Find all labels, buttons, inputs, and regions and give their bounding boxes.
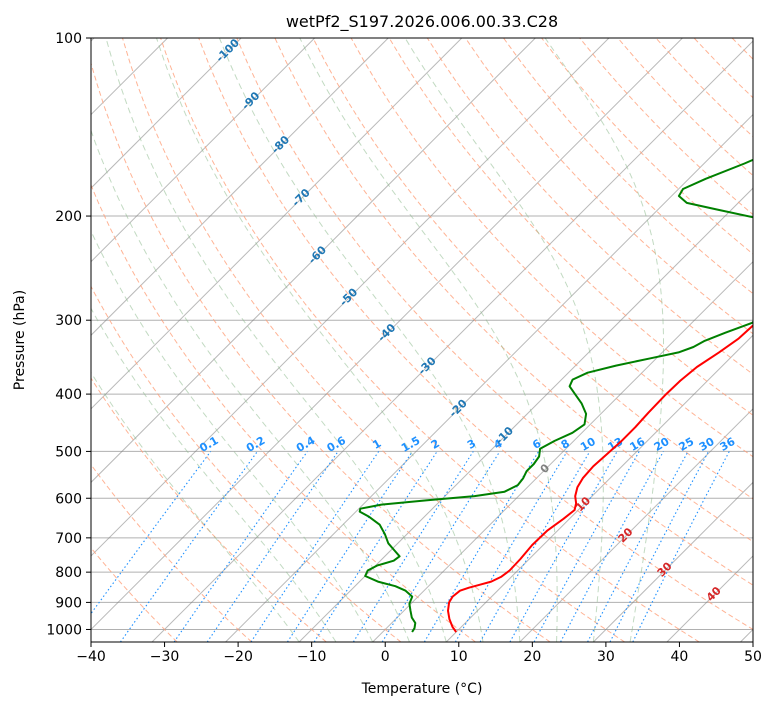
y-tick-label: 1000: [46, 622, 82, 638]
moist-adiabat: [218, 38, 521, 642]
mixing-ratio-line: [173, 451, 308, 642]
y-tick-label: 600: [55, 491, 82, 507]
x-tick-label: 30: [597, 649, 615, 665]
y-tick-label: 800: [55, 565, 82, 581]
mixing-ratio-line: [381, 451, 501, 642]
isotherm-line: [225, 113, 753, 642]
moist-adiabat: [91, 307, 337, 642]
axes: −40 −30 −20 −10 0 10 20 30 40 50 100 200 300 400 500 60…: [46, 31, 762, 665]
x-tick-label: 10: [450, 649, 468, 665]
moist-adiabat: [91, 129, 410, 642]
temperature-line: [447, 324, 753, 633]
isotherm-line: [372, 260, 753, 642]
chart-title: wetPf2_S197.2026.006.00.33.C28: [286, 12, 558, 32]
x-tick-label: −40: [76, 649, 106, 665]
y-tick-label: 400: [55, 387, 82, 403]
dry-adiabat: [91, 463, 253, 642]
y-tick-label: 200: [55, 209, 82, 225]
x-tick-label: 20: [523, 649, 541, 665]
moist-adiabat: [91, 371, 300, 642]
dry-adiabat: [236, 38, 753, 586]
x-tick-label: 50: [744, 649, 762, 665]
x-tick-label: −10: [297, 649, 327, 665]
mixing-ratio-line: [560, 451, 664, 642]
dry-adiabat: [312, 38, 753, 500]
dry-adiabat: [91, 61, 551, 642]
dry-adiabat: [122, 38, 625, 642]
mixing-ratio-line: [313, 451, 438, 642]
y-tick-label: 500: [55, 444, 82, 460]
mixing-ratio-line: [533, 451, 640, 642]
background-lines: [91, 38, 753, 642]
isotherm-line: [91, 38, 316, 263]
isotherm-line: [519, 408, 753, 642]
x-tick-label: 40: [671, 649, 689, 665]
isotherm-line: [445, 334, 753, 642]
mixing-ratio-line: [250, 451, 380, 642]
dry-adiabat: [160, 38, 700, 642]
y-tick-label: 700: [55, 531, 82, 547]
mixing-ratio-line: [632, 451, 730, 642]
isotherm-line: [91, 38, 463, 410]
isotherm-line: [91, 38, 610, 557]
mixing-ratio-line: [119, 451, 258, 642]
x-axis-label: Temperature (°C): [361, 681, 483, 697]
dry-adiabat: [503, 38, 753, 295]
dry-adiabat: [388, 38, 753, 416]
profile-series: [358, 158, 753, 633]
moist-adiabat: [156, 38, 484, 642]
dewpoint-line: [358, 158, 753, 633]
y-axis-label: Pressure (hPa): [12, 290, 28, 390]
y-tick-label: 900: [55, 595, 82, 611]
dry-adiabat: [91, 547, 178, 642]
y-tick-label: 300: [55, 313, 82, 329]
dry-adiabat: [198, 38, 753, 631]
isotherm-line: [151, 40, 753, 642]
moist-adiabat: [105, 38, 447, 642]
mixing-ratio-line: [286, 451, 413, 642]
moist-adiabat: [404, 38, 604, 642]
dry-adiabat: [91, 285, 402, 642]
mixing-ratio-line: [206, 451, 339, 642]
moist-adiabat: [544, 38, 664, 642]
dry-adiabat: [91, 183, 476, 642]
moist-adiabat: [91, 229, 374, 642]
x-tick-label: −30: [150, 649, 180, 665]
moist-adiabat: [299, 38, 558, 642]
isotherm-line: [593, 481, 753, 642]
x-tick-label: −20: [223, 649, 253, 665]
isotherm-line: [91, 38, 536, 484]
isotherm-line: [91, 38, 389, 336]
dry-adiabat: [464, 38, 753, 335]
dry-adiabat: [91, 377, 327, 642]
y-tick-label: 100: [55, 31, 82, 47]
x-tick-label: 0: [381, 649, 390, 665]
plot-frame: [90, 37, 754, 643]
isotherm-line: [91, 38, 683, 631]
mixing-ratio-line: [91, 451, 212, 615]
mixing-ratio-line: [509, 451, 618, 642]
